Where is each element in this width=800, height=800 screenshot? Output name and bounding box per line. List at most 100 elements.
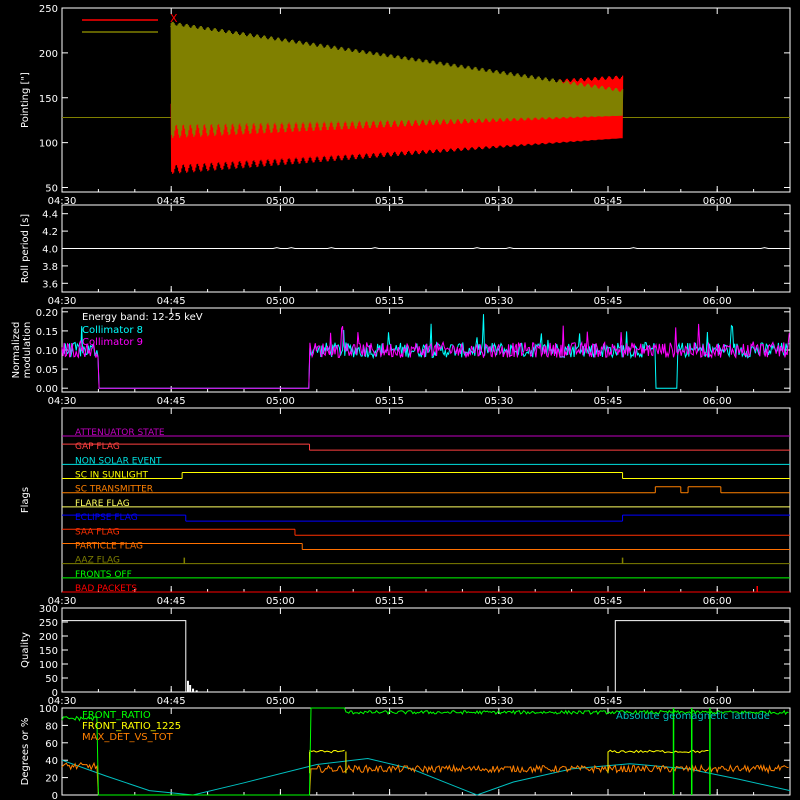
y-tick-label: 100 bbox=[39, 139, 58, 150]
flag-label-bad-packets: BAD PACKETS bbox=[75, 584, 137, 594]
panel-pointing: 04:30 04:45 05:00 05:15 05:30 05:45 06:00 Point… bbox=[20, 4, 791, 207]
y-tick-label: 80 bbox=[45, 721, 58, 732]
x-tick-label: 05:15 bbox=[375, 396, 404, 407]
y-tick-label: 0.20 bbox=[36, 308, 58, 319]
y-axis-label: Degrees or % bbox=[20, 718, 31, 786]
front-ratio-line bbox=[61, 707, 789, 796]
y-tick-label: 4.0 bbox=[42, 245, 58, 256]
y-tick-label: 20 bbox=[45, 774, 58, 785]
legend-label-front-ratio-1225: FRONT_RATIO_1225 bbox=[82, 721, 181, 732]
x-tick-label: 05:45 bbox=[594, 596, 623, 607]
roll-period-line bbox=[62, 247, 790, 249]
x-tick-label: 05:45 bbox=[594, 696, 623, 707]
panel-flags: 04:30 04:45 05:00 05:15 05:30 05:45 06:00 Flags… bbox=[20, 407, 791, 607]
y-tick-label: 150 bbox=[39, 94, 58, 105]
y-tick-label: 250 bbox=[39, 618, 58, 629]
x-tick-label: 05:30 bbox=[484, 196, 513, 207]
flag-label-sc-in-sunlight: SC IN SUNLIGHT bbox=[75, 471, 149, 481]
x-tick-label: 06:00 bbox=[703, 696, 732, 707]
x-tick-label: 04:45 bbox=[157, 196, 186, 207]
panel-modulation: 04:30 04:45 05:00 05:15 05:30 05:45 06:00 Norma… bbox=[11, 307, 791, 407]
y-axis-label: Flags bbox=[20, 487, 31, 513]
y-tick-label: 50 bbox=[45, 674, 58, 685]
x-tick-label: 05:00 bbox=[266, 196, 295, 207]
x-tick-label: 05:45 bbox=[594, 396, 623, 407]
x-tick-label: 05:45 bbox=[594, 196, 623, 207]
flag-label-aaz-flag: AAZ FLAG bbox=[75, 556, 120, 566]
x-tick-label: 04:45 bbox=[157, 296, 186, 307]
x-tick-label: 05:30 bbox=[484, 596, 513, 607]
y-tick-label: 3.6 bbox=[42, 279, 58, 290]
panels: 04:30 04:45 05:00 05:15 05:30 05:45 06:00 Point… bbox=[11, 4, 791, 800]
y-tick-label: 0.10 bbox=[36, 346, 58, 357]
y-tick-label: 300 bbox=[39, 604, 58, 615]
x-tick-label: 05:30 bbox=[484, 696, 513, 707]
geomag-latitude-line bbox=[61, 757, 791, 796]
flag-label-gap-flag: GAP FLAG bbox=[75, 442, 120, 452]
y-tick-label: 60 bbox=[45, 739, 58, 750]
y-tick-label: 250 bbox=[39, 4, 58, 15]
legend-label-collimator-9: Collimator 9 bbox=[82, 337, 143, 348]
flag-label-sc-transmitter: SC TRANSMITTER bbox=[75, 485, 153, 495]
y-tick-label: 4.2 bbox=[42, 227, 58, 238]
x-tick-label: 04:30 bbox=[48, 596, 77, 607]
y-tick-label: 0.15 bbox=[36, 327, 58, 338]
y-tick-label: 200 bbox=[39, 49, 58, 60]
y-tick-label: 0.05 bbox=[36, 365, 58, 376]
x-tick-label: 05:30 bbox=[484, 296, 513, 307]
flag-label-non-solar-event: NON SOLAR EVENT bbox=[75, 456, 162, 466]
y-tick-label: 0 bbox=[52, 688, 58, 699]
x-tick-label: 04:30 bbox=[48, 296, 77, 307]
x-tick-label: 05:45 bbox=[594, 296, 623, 307]
y-tick-label: 100 bbox=[39, 660, 58, 671]
energy-band-annotation: Energy band: 12-25 keV bbox=[82, 312, 203, 323]
y-axis-label: Pointing ["] bbox=[20, 72, 31, 128]
x-tick-label: 06:00 bbox=[703, 196, 732, 207]
y-axis-label: modulation bbox=[22, 322, 33, 379]
panel-roll_period: 04:30 04:45 05:00 05:15 05:30 05:45 06:00 Roll … bbox=[20, 204, 791, 307]
flag-label-fronts-off: FRONTS OFF bbox=[75, 570, 132, 580]
x-tick-label: 04:45 bbox=[157, 696, 186, 707]
x-tick-label: 05:30 bbox=[484, 396, 513, 407]
y-axis-label: Roll period [s] bbox=[20, 214, 31, 283]
y-tick-label: 0 bbox=[52, 791, 58, 800]
flag-label-eclipse-flag: ECLIPSE FLAG bbox=[75, 513, 138, 523]
y-tick-label: 3.8 bbox=[42, 262, 58, 273]
y-axis-label: Quality bbox=[20, 632, 31, 668]
y-axis-label: Normalized bbox=[11, 322, 22, 379]
geomag-latitude-annotation: Absolute geomagnetic latitude bbox=[616, 711, 770, 722]
x-tick-label: 06:00 bbox=[703, 396, 732, 407]
front-ratio-1225-segment bbox=[309, 749, 345, 754]
legend-label-max-det-vs-tot: MAX_DET_VS_TOT bbox=[82, 732, 174, 743]
x-tick-label: 06:00 bbox=[703, 296, 732, 307]
y-tick-label: 40 bbox=[45, 756, 58, 767]
legend-label-x: X bbox=[170, 12, 178, 25]
series-line-y-pointing bbox=[170, 21, 624, 139]
flag-label-saa-flag: SAA FLAG bbox=[75, 527, 120, 537]
y-tick-label: 0.00 bbox=[36, 384, 58, 395]
x-tick-label: 06:00 bbox=[703, 596, 732, 607]
x-tick-label: 05:00 bbox=[266, 696, 295, 707]
x-tick-label: 04:30 bbox=[48, 196, 77, 207]
flag-label-flare-flag: FLARE FLAG bbox=[75, 499, 130, 509]
x-tick-label: 05:00 bbox=[266, 596, 295, 607]
x-tick-label: 05:00 bbox=[266, 296, 295, 307]
y-tick-label: 100 bbox=[39, 704, 58, 715]
panel-quality: 04:30 04:45 05:00 05:15 05:30 05:45 06:00 Quali… bbox=[20, 604, 791, 707]
flag-label-attenuator-state: ATTENUATOR STATE bbox=[75, 428, 165, 438]
x-tick-label: 05:15 bbox=[375, 296, 404, 307]
legend-label-front-ratio: FRONT_RATIO bbox=[82, 710, 151, 721]
x-tick-label: 04:45 bbox=[157, 396, 186, 407]
x-tick-label: 05:15 bbox=[375, 196, 404, 207]
legend-label-collimator-8: Collimator 8 bbox=[82, 325, 143, 336]
y-tick-label: 150 bbox=[39, 646, 58, 657]
y-tick-label: 4.4 bbox=[42, 210, 58, 221]
flag-label-particle-flag: PARTICLE FLAG bbox=[75, 541, 143, 551]
y-tick-label: 200 bbox=[39, 632, 58, 643]
x-tick-label: 04:30 bbox=[48, 696, 77, 707]
x-tick-label: 04:30 bbox=[48, 396, 77, 407]
legend-label-y: Y bbox=[169, 24, 177, 37]
y-tick-label: 50 bbox=[45, 184, 58, 195]
series-line-collimator-9 bbox=[61, 323, 790, 389]
